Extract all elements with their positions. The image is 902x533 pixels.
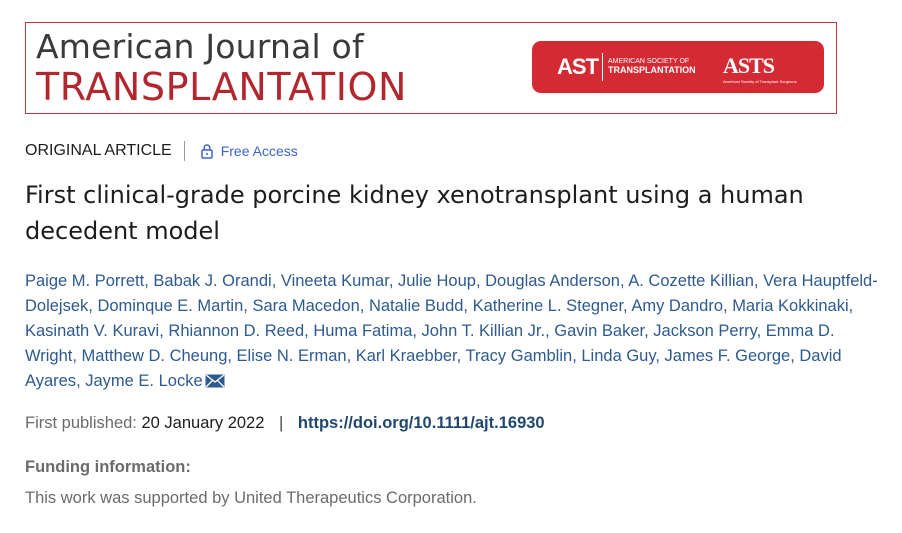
author-link[interactable]: Paige M. Porrett <box>25 272 145 290</box>
author-separator: , <box>388 272 398 290</box>
author-separator: , <box>346 347 356 365</box>
author-separator: , <box>644 322 654 340</box>
author-separator: , <box>144 272 154 290</box>
author-link[interactable]: Babak J. Orandi <box>153 272 272 290</box>
author-separator: , <box>756 322 766 340</box>
author-separator: , <box>655 347 665 365</box>
ast-society-name: American Society of Transplantation <box>608 57 700 75</box>
author-link[interactable]: Amy Dandro <box>631 297 724 315</box>
author-link[interactable]: Tracy Gamblin <box>465 347 573 365</box>
article-meta-row: ORIGINAL ARTICLE Free Access <box>25 140 298 162</box>
author-link[interactable]: Emma D. Wright <box>25 322 835 365</box>
author-separator: , <box>475 272 486 290</box>
author-link[interactable]: Maria Kokkinaki <box>732 297 849 315</box>
author-link[interactable]: Huma Fatima <box>313 322 413 340</box>
corresponding-author-mail-icon[interactable] <box>205 374 225 388</box>
article-title: First clinical-grade porcine kidney xeno… <box>25 181 804 245</box>
publication-date: 20 January 2022 <box>141 414 265 432</box>
author-separator: , <box>572 347 582 365</box>
author-link[interactable]: Jayme E. Locke <box>85 372 203 390</box>
funding-text: This work was supported by United Therap… <box>25 489 477 507</box>
author-link[interactable]: Sara Macedon <box>252 297 360 315</box>
journal-banner[interactable]: American Journal of TRANSPLANTATION AST … <box>25 22 837 114</box>
doi-link[interactable]: https://doi.org/10.1111/ajt.16930 <box>297 414 545 432</box>
meta-divider <box>183 141 185 161</box>
ast-name-line1: American Society of <box>608 58 690 65</box>
logo-divider <box>602 53 603 81</box>
society-logos[interactable]: AST American Society of Transplantation … <box>532 41 824 93</box>
author-link[interactable]: Kasinath V. Kuravi <box>25 322 160 340</box>
author-separator: , <box>456 347 466 365</box>
author-separator: , <box>271 272 281 290</box>
asts-logo: ASTS <box>723 53 775 78</box>
free-access-label: Free Access <box>220 143 298 159</box>
author-separator: , <box>790 347 800 365</box>
funding-heading: Funding information: <box>25 458 191 476</box>
author-separator: , <box>88 297 98 315</box>
author-link[interactable]: David Ayares <box>25 347 842 390</box>
author-separator: , <box>159 322 169 340</box>
asts-tagline: American Society of Transplant Surgeons <box>723 79 797 84</box>
author-separator: , <box>753 272 764 290</box>
first-published-label: First published: <box>25 414 137 432</box>
author-link[interactable]: Vineeta Kumar <box>280 272 389 290</box>
author-link[interactable]: Rhiannon D. Reed <box>168 322 305 340</box>
author-link[interactable]: Dominque E. Martin <box>97 297 244 315</box>
author-list: Paige M. Porrett, Babak J. Orandi, Vinee… <box>25 269 890 394</box>
author-link[interactable]: Linda Guy <box>581 347 656 365</box>
author-separator: , <box>243 297 253 315</box>
journal-name-line1: American Journal of <box>36 27 364 66</box>
author-link[interactable]: Douglas Anderson <box>485 272 620 290</box>
ast-name-line2: Transplantation <box>608 65 696 75</box>
author-link[interactable]: Karl Kraebber <box>355 347 457 365</box>
author-link[interactable]: Jackson Perry <box>653 322 757 340</box>
author-separator: , <box>304 322 314 340</box>
author-separator: , <box>619 272 629 290</box>
author-link[interactable]: Matthew D. Cheung <box>81 347 228 365</box>
author-link[interactable]: Gavin Baker <box>554 322 645 340</box>
author-link[interactable]: Natalie Budd <box>368 297 464 315</box>
article-type: ORIGINAL ARTICLE <box>25 142 172 159</box>
author-separator: , <box>359 297 369 315</box>
author-separator: , <box>227 347 237 365</box>
author-separator: , <box>72 347 82 365</box>
author-link[interactable]: Julie Houp <box>397 272 476 290</box>
author-separator: , <box>412 322 422 340</box>
lock-icon <box>200 144 213 159</box>
author-separator: , <box>463 297 473 315</box>
author-separator: , <box>723 297 733 315</box>
ast-logo: AST <box>557 54 599 79</box>
author-separator: , <box>848 297 854 315</box>
author-link[interactable]: Katherine L. Stegner <box>472 297 624 315</box>
author-separator: , <box>76 372 86 390</box>
author-link[interactable]: A. Cozette Killian <box>628 272 754 290</box>
author-link[interactable]: Elise N. Erman <box>236 347 347 365</box>
publication-info: First published: 20 January 2022 | https… <box>25 414 545 433</box>
journal-name-line2: TRANSPLANTATION <box>36 65 408 109</box>
author-link[interactable]: John T. Killian Jr. <box>421 322 546 340</box>
author-separator: , <box>545 322 555 340</box>
author-link[interactable]: Vera Hauptfeld-Dolejsek <box>25 272 878 315</box>
author-link[interactable]: James F. George <box>664 347 791 365</box>
author-separator: , <box>623 297 632 315</box>
publication-divider: | <box>279 414 284 432</box>
